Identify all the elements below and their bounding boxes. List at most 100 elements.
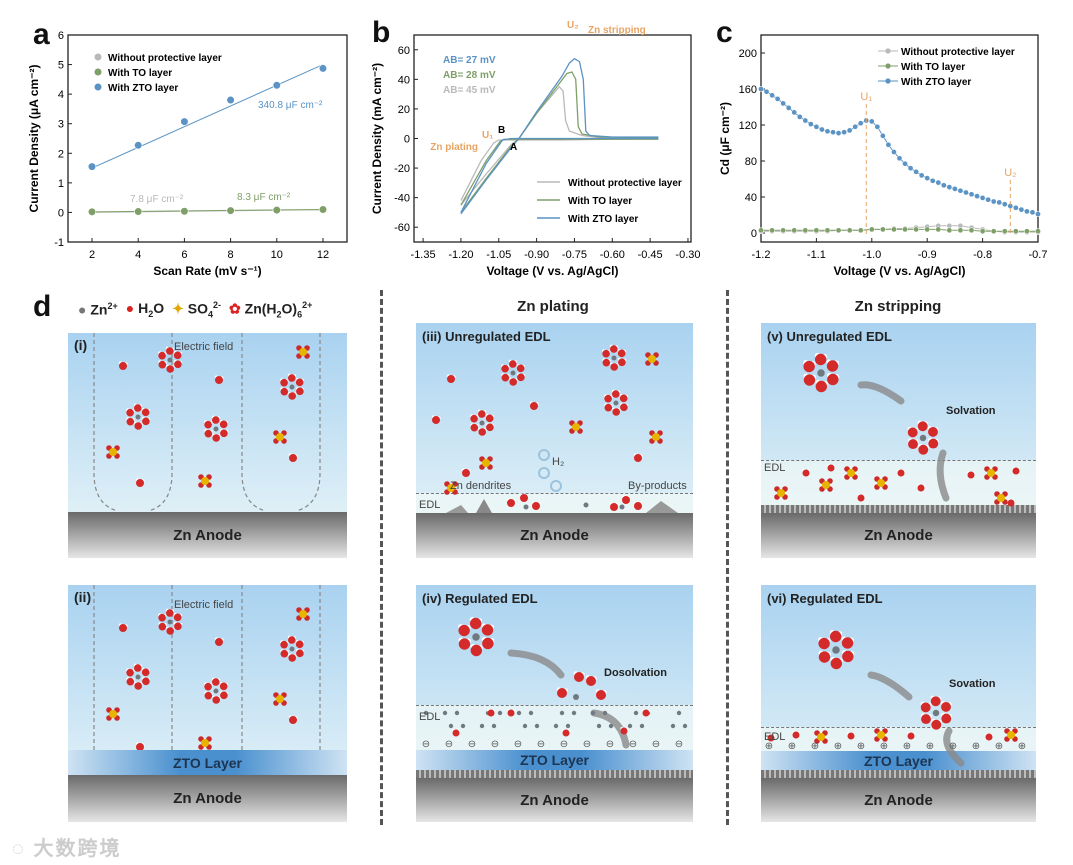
data-point	[918, 172, 925, 179]
y-tick-label: 5	[58, 60, 64, 72]
oxygen-atom	[931, 719, 942, 730]
y-tick-label: -20	[394, 163, 410, 175]
data-point	[785, 105, 792, 111]
schematic-vi: ZTO Layer ⊕ ⊕ ⊕ ⊕ ⊕ ⊕ ⊕ ⊕ ⊕ ⊕ ⊕ ⊕ (vi) Regulated ED…	[761, 585, 1036, 822]
y-tick-label: 60	[398, 45, 410, 57]
legend-label: Without protective layer	[568, 178, 682, 189]
data-point	[819, 126, 825, 133]
legend-zn-ion: ● Zn2+	[78, 301, 118, 319]
water-molecule	[930, 695, 942, 707]
annotation-zto: 340.8 μF cm⁻²	[258, 100, 323, 111]
data-point	[1012, 204, 1019, 211]
schematic-i: (i) Electric field Zn Anode	[68, 333, 347, 558]
electric-field-line	[241, 333, 267, 512]
positive-charge-symbol: ⊕	[903, 741, 911, 752]
oxygen-atom	[288, 654, 297, 662]
zn-ion	[510, 370, 516, 376]
subpanel-number: (i)	[74, 337, 88, 353]
subpanel-title: (iv) Regulated EDL	[422, 591, 538, 606]
water-molecule	[485, 413, 495, 423]
water-molecule	[501, 373, 510, 382]
data-point	[868, 118, 875, 125]
sulfur-atom	[847, 469, 855, 477]
legend: Without protective layer With TO layer Wit…	[537, 178, 682, 225]
point-b-label: B	[498, 125, 505, 136]
data-point	[891, 149, 897, 155]
zn-ion	[289, 646, 295, 652]
zn-ion	[613, 400, 619, 406]
zn-ion	[571, 710, 577, 716]
oxygen-atom	[1007, 499, 1015, 507]
zn-ion	[817, 369, 825, 377]
zn-ion	[167, 619, 173, 625]
legend-hydrated-zn: ✿ Zn(H2O)62+	[229, 300, 313, 320]
dendrite	[446, 505, 468, 513]
oxygen-atom	[802, 469, 810, 477]
water-molecule	[818, 636, 831, 650]
water-molecule	[985, 732, 994, 741]
negative-charge-symbol: ⊖	[491, 739, 499, 750]
sulfate-ion	[994, 491, 1008, 505]
water-molecule	[287, 635, 297, 644]
water-molecule	[918, 444, 929, 455]
water-molecule	[562, 728, 571, 737]
zn-ion	[627, 723, 633, 729]
negative-charge-symbol: ⊖	[583, 739, 591, 750]
water-molecule	[204, 691, 213, 700]
oxygen-atom	[562, 729, 570, 737]
zn-ion	[639, 723, 645, 729]
h2-bubble	[550, 480, 562, 492]
data-point	[769, 227, 775, 234]
oxygen-atom	[142, 417, 150, 426]
water-molecule	[118, 361, 128, 370]
zto-layer: ZTO Layer	[761, 751, 1036, 770]
negative-charge-symbol: ⊖	[675, 739, 683, 750]
x-tick-label: -1.0	[862, 249, 881, 261]
water-molecule	[470, 423, 479, 432]
sulfate-ion	[273, 430, 287, 444]
legend-label: With TO layer	[568, 196, 632, 207]
zn-ion	[676, 710, 682, 716]
edl-label: EDL	[419, 711, 441, 723]
water-molecule	[141, 407, 151, 417]
water-molecule	[470, 414, 479, 423]
data-point	[808, 121, 814, 127]
zn-ion	[213, 688, 219, 694]
sulfate-ion	[296, 345, 310, 359]
water-molecule	[917, 483, 926, 492]
data-point	[802, 117, 809, 124]
fit-line	[92, 208, 323, 213]
data-point	[791, 109, 798, 116]
water-molecule	[609, 502, 619, 511]
negative-charge-symbol: ⊖	[652, 739, 660, 750]
oxygen-atom	[211, 678, 220, 686]
oxygen-atom	[287, 636, 296, 644]
data-point	[968, 191, 975, 198]
oxygen-atom	[280, 649, 289, 658]
h2-bubble	[538, 449, 550, 461]
water-molecule	[204, 682, 213, 691]
data-point	[891, 226, 897, 233]
oxygen-atom	[458, 624, 470, 637]
zn-ion	[289, 384, 295, 390]
sulfur-atom	[1007, 731, 1015, 739]
water-molecule	[118, 623, 128, 632]
water-molecule	[841, 636, 855, 649]
data-point	[1001, 201, 1008, 208]
sulfur-atom	[109, 710, 117, 718]
sulfur-atom	[299, 348, 307, 356]
water-molecule	[621, 495, 631, 504]
positive-charge-symbol: ⊕	[834, 741, 842, 752]
dosolvation-label: Dosolvation	[604, 667, 667, 679]
oxygen-atom	[920, 702, 931, 713]
y-axis-label: Current Density (μA cm⁻²)	[27, 65, 41, 213]
water-molecule	[134, 681, 143, 690]
zto-layer: ZTO Layer	[68, 750, 347, 775]
zn-ion	[516, 710, 522, 716]
data-point	[1012, 228, 1019, 235]
legend-label: With ZTO layer	[901, 77, 971, 88]
water-molecule	[907, 731, 916, 740]
sulfur-atom	[997, 494, 1005, 502]
ab-without: AB= 45 mV	[443, 85, 496, 96]
schematic-iv: ZTO Layer ⊖ ⊖ ⊖ ⊖ ⊖ ⊖ ⊖ ⊖ ⊖ ⊖ ⊖ ⊖ (iv) Regulated ED…	[416, 585, 693, 822]
